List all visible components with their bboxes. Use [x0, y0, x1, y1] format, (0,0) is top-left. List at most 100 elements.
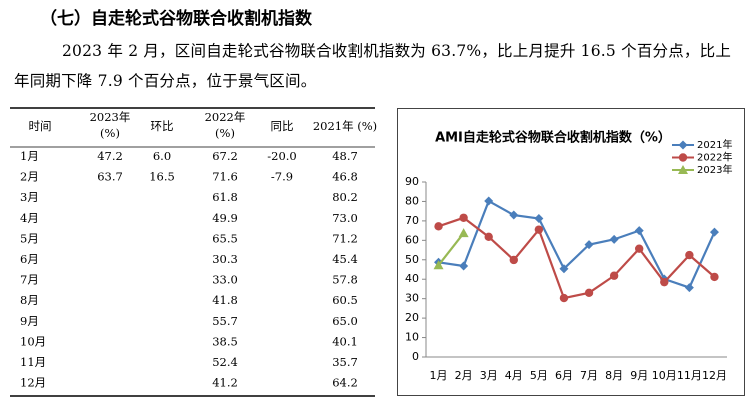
table-header: 2022年(%) — [205, 110, 246, 140]
table-cell: 65.0 — [332, 314, 358, 328]
table-cell: 33.0 — [212, 273, 238, 287]
table-cell: 40.1 — [332, 334, 358, 348]
table-header: 2023年(%) — [90, 110, 131, 140]
table-cell: 71.6 — [212, 170, 238, 184]
y-tick-label: 90 — [405, 175, 419, 188]
table-cell: 30.3 — [212, 252, 238, 266]
chart-title: AMI自走轮式谷物联合收割机指数（%） — [435, 130, 671, 146]
table: 时间 2023年(%) 环比 2022年(%) 同比 2021年 (%) 1月 47.2 6.0… — [10, 107, 377, 397]
x-tick-label: 11月 — [677, 369, 702, 382]
point — [584, 240, 594, 250]
x-tick-label: 10月 — [652, 369, 677, 382]
point — [660, 277, 669, 287]
x-tick-label: 3月 — [480, 369, 498, 382]
table-cell: 4月 — [20, 211, 39, 225]
table-cell: 57.8 — [332, 273, 358, 287]
table-cell: 1月 — [20, 149, 39, 163]
table-cell: 6月 — [20, 252, 39, 266]
point — [609, 234, 619, 244]
point — [584, 288, 594, 298]
table-header: 2021年 (%) — [313, 119, 377, 133]
point — [459, 261, 469, 271]
series-line — [438, 199, 716, 289]
table-cell: 52.4 — [212, 355, 238, 369]
point — [534, 214, 544, 224]
point — [559, 293, 569, 303]
point — [678, 153, 688, 162]
point — [458, 228, 469, 238]
y-tick-label: 40 — [405, 272, 419, 285]
table-cell: 7月 — [20, 273, 39, 287]
y-tick-label: 10 — [405, 331, 419, 344]
point — [433, 260, 444, 270]
point — [484, 196, 494, 206]
table-cell: 41.2 — [212, 376, 238, 390]
point — [434, 222, 443, 231]
table-cell: 46.8 — [332, 170, 358, 184]
table-header: 同比 — [271, 119, 294, 133]
chart-frame — [397, 108, 745, 396]
point — [710, 272, 719, 282]
point — [635, 244, 644, 253]
y-tick-label: 70 — [405, 214, 419, 227]
y-tick-label: 60 — [405, 233, 419, 246]
table-cell: 11月 — [20, 355, 46, 369]
x-tick-label: 1月 — [430, 369, 448, 382]
x-tick-label: 7月 — [580, 369, 598, 382]
table-cell: 73.0 — [332, 211, 358, 225]
point — [459, 213, 468, 222]
x-tick-label: 6月 — [555, 369, 573, 382]
table-cell: 8月 — [20, 293, 39, 307]
y-tick-label: 0 — [412, 350, 419, 363]
point — [509, 210, 519, 220]
y-tick-label: 80 — [405, 194, 419, 207]
table-cell: 67.2 — [212, 149, 238, 163]
heading: （七）自走轮式谷物联合收割机指数 — [40, 9, 312, 29]
table-cell: 65.5 — [212, 231, 238, 245]
table-cell: 41.8 — [212, 293, 238, 307]
point — [509, 255, 518, 265]
table-cell: 5月 — [20, 231, 39, 245]
table-cell: 12月 — [20, 376, 46, 390]
table-header: 环比 — [151, 119, 174, 133]
table-cell: 80.2 — [332, 190, 358, 204]
point — [609, 271, 619, 280]
table-cell: 63.7 — [97, 170, 123, 184]
point — [709, 227, 719, 237]
x-tick-label: 8月 — [605, 369, 623, 382]
legend-label: 2022年 — [697, 151, 732, 164]
paragraph: 2023 年 2 月，区间自走轮式谷物联合收割机指数为 63.7%，比上月提升 … — [14, 42, 732, 90]
y-tick-label: 30 — [405, 292, 419, 305]
table-cell: 10月 — [20, 334, 46, 348]
point — [685, 250, 694, 260]
table-cell: 38.5 — [212, 334, 238, 348]
table-cell: 64.2 — [332, 376, 358, 390]
table-cell: -20.0 — [267, 149, 297, 163]
table-cell: 60.5 — [332, 293, 358, 307]
point — [678, 165, 688, 174]
legend-label: 2023年 — [697, 163, 732, 176]
series-line — [438, 216, 716, 300]
point — [678, 140, 688, 150]
table-cell: 71.2 — [332, 231, 358, 245]
table-cell: 6.0 — [153, 149, 171, 163]
x-tick-label: 9月 — [630, 369, 648, 382]
table-cell: 35.7 — [332, 355, 358, 369]
point — [634, 226, 644, 236]
table-cell: 16.5 — [149, 170, 175, 184]
y-tick-label: 20 — [405, 311, 419, 324]
point — [684, 283, 694, 293]
point — [484, 232, 493, 242]
legend-label: 2021年 — [697, 138, 732, 151]
y-tick-label: 50 — [405, 253, 419, 266]
x-tick-label: 5月 — [530, 369, 548, 382]
series-line — [437, 232, 465, 266]
table-cell: 45.4 — [332, 252, 358, 266]
point — [559, 264, 569, 274]
table-cell: 61.8 — [212, 190, 238, 204]
point — [534, 225, 544, 234]
table-cell: 2月 — [20, 170, 39, 184]
table-cell: 48.7 — [332, 149, 358, 163]
